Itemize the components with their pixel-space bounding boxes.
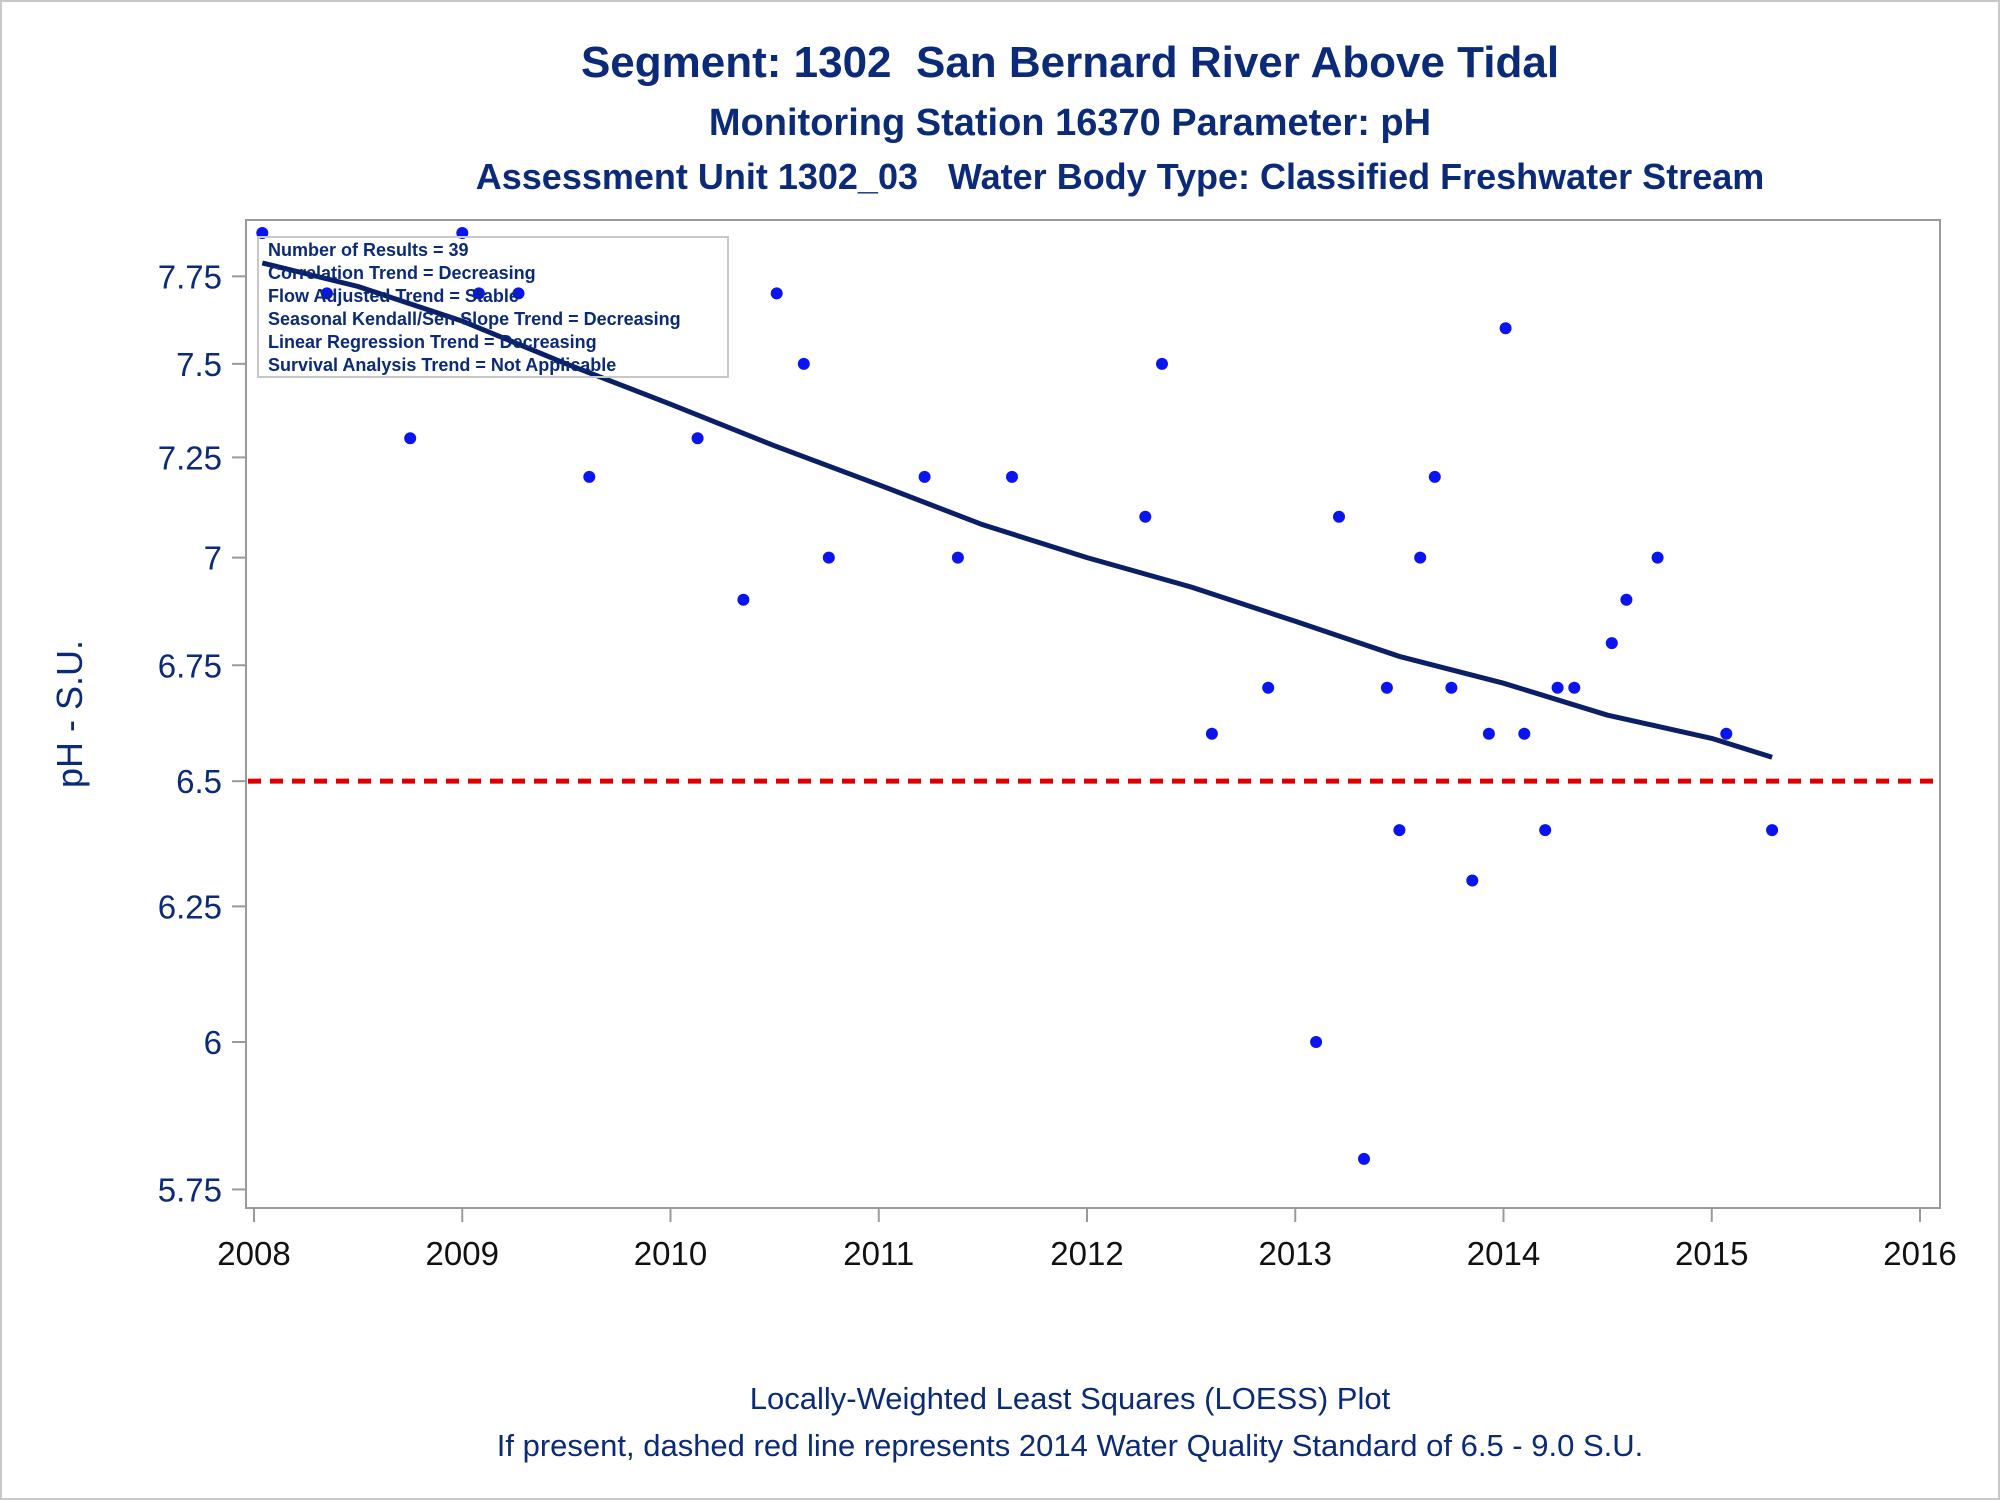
chart-subtitle: Monitoring Station 16370 Parameter: pH bbox=[708, 102, 1432, 144]
data-point bbox=[1380, 681, 1393, 694]
footnote-loess: Locally-Weighted Least Squares (LOESS) P… bbox=[749, 1381, 1391, 1416]
chart-title: Segment: 1302 San Bernard River Above Ti… bbox=[580, 38, 1560, 87]
data-point bbox=[737, 593, 750, 606]
x-axis: 2008 2009 2010 2011 2012 2013 2014 2015 2016 bbox=[217, 1208, 1957, 1272]
data-point bbox=[1445, 681, 1458, 694]
data-point bbox=[797, 357, 810, 370]
y-tick-label: 6.75 bbox=[158, 647, 222, 684]
y-tick-label: 6 bbox=[204, 1024, 222, 1061]
data-point bbox=[1333, 510, 1345, 523]
y-tick-label: 7.75 bbox=[158, 258, 222, 295]
data-point bbox=[1358, 1152, 1370, 1165]
legend-line-6: Survival Analysis Trend = Not Applicable bbox=[268, 355, 616, 375]
data-point bbox=[822, 551, 835, 564]
data-point bbox=[1766, 824, 1779, 837]
chart-subtitle-2: Assessment Unit 1302_03 Water Body Type:… bbox=[475, 156, 1765, 197]
data-point bbox=[1414, 551, 1427, 564]
data-point bbox=[1466, 874, 1479, 887]
data-point bbox=[1605, 637, 1618, 650]
x-tick-label: 2008 bbox=[217, 1235, 290, 1272]
data-point bbox=[691, 432, 704, 445]
data-point bbox=[1482, 727, 1495, 740]
plot-area bbox=[245, 219, 1941, 1209]
data-point bbox=[1539, 824, 1552, 837]
data-point bbox=[1393, 824, 1406, 837]
footnote-standard: If present, dashed red line represents 2… bbox=[496, 1428, 1644, 1463]
data-point bbox=[1006, 470, 1018, 483]
data-points bbox=[256, 227, 1779, 1165]
data-point bbox=[1720, 727, 1733, 740]
y-axis-label: pH - S.U. bbox=[49, 640, 90, 788]
data-point bbox=[1651, 551, 1664, 564]
data-point bbox=[1139, 510, 1152, 523]
x-tick-label: 2016 bbox=[1883, 1235, 1956, 1272]
legend-line-1: Number of Results = 39 bbox=[268, 240, 469, 260]
data-point bbox=[472, 287, 485, 300]
x-tick-label: 2009 bbox=[426, 1235, 499, 1272]
y-axis: 5.75 6 6.25 6.5 6.75 7 7.25 7.5 7.75 bbox=[158, 258, 246, 1208]
loess-trend-line bbox=[261, 260, 1773, 760]
legend-line-5: Linear Regression Trend = Decreasing bbox=[268, 332, 597, 352]
data-point bbox=[1310, 1036, 1323, 1048]
trend-line-group bbox=[261, 260, 1773, 760]
data-point bbox=[1518, 727, 1531, 740]
y-tick-label: 7 bbox=[204, 540, 222, 577]
legend-line-3: Flow Adjusted Trend = Stable bbox=[268, 286, 519, 306]
data-point bbox=[404, 432, 417, 445]
data-point bbox=[1262, 681, 1275, 694]
data-point bbox=[512, 287, 525, 300]
legend-line-2: Correlation Trend = Decreasing bbox=[268, 263, 536, 283]
y-tick-label: 5.75 bbox=[158, 1171, 222, 1208]
x-tick-label: 2011 bbox=[843, 1235, 914, 1272]
data-point bbox=[1620, 593, 1633, 606]
x-tick-label: 2015 bbox=[1675, 1235, 1748, 1272]
data-point bbox=[1499, 322, 1512, 335]
data-point bbox=[583, 470, 596, 483]
x-tick-label: 2010 bbox=[634, 1235, 707, 1272]
y-tick-label: 7.5 bbox=[176, 346, 222, 383]
x-tick-label: 2013 bbox=[1259, 1235, 1332, 1272]
x-tick-label: 2012 bbox=[1050, 1235, 1123, 1272]
data-point bbox=[951, 551, 964, 564]
x-tick-label: 2014 bbox=[1467, 1235, 1540, 1272]
data-point bbox=[918, 470, 931, 483]
legend-line-4: Seasonal Kendall/Sen Slope Trend = Decre… bbox=[268, 309, 681, 329]
data-point bbox=[1205, 727, 1218, 740]
legend-box: Number of Results = 39 Correlation Trend… bbox=[257, 236, 729, 378]
data-point bbox=[1568, 681, 1581, 694]
data-point bbox=[1156, 357, 1168, 370]
data-point bbox=[1551, 681, 1564, 694]
data-point bbox=[770, 287, 783, 300]
y-tick-label: 7.25 bbox=[158, 439, 222, 476]
y-tick-label: 6.5 bbox=[176, 763, 222, 800]
data-point bbox=[1428, 470, 1441, 483]
legend-frame bbox=[257, 236, 729, 378]
y-tick-label: 6.25 bbox=[158, 888, 222, 925]
data-point bbox=[320, 287, 333, 300]
